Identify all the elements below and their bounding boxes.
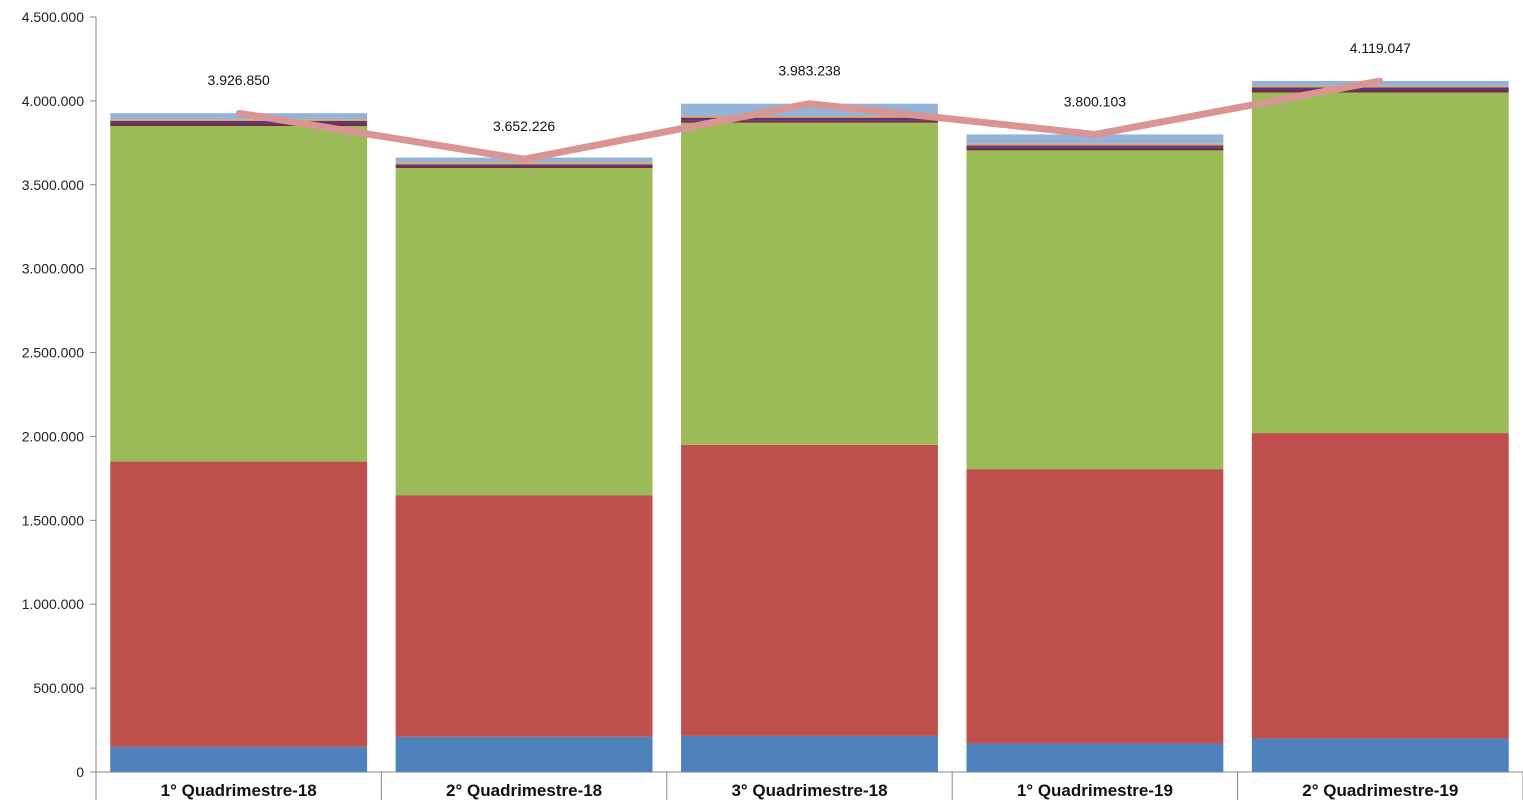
bar-segment xyxy=(110,121,368,124)
bar-segment xyxy=(966,143,1224,146)
total-line-point xyxy=(806,100,813,107)
bar-segment xyxy=(966,469,1224,744)
bar-segment xyxy=(1251,89,1509,93)
total-data-label: 4.119.047 xyxy=(1350,40,1411,56)
bar-segment xyxy=(966,145,1224,148)
bar-segment xyxy=(966,150,1224,470)
bar-segment xyxy=(395,168,653,496)
x-tick-label: 2° Quadrimestre-18 xyxy=(446,781,602,800)
total-data-label: 3.652.226 xyxy=(493,118,555,134)
x-tick-label: 3° Quadrimestre-18 xyxy=(731,781,887,800)
bar-segment xyxy=(1251,87,1509,90)
bar-segment xyxy=(966,147,1224,151)
bar-segment xyxy=(110,123,368,127)
y-tick-label: 1.000.000 xyxy=(22,596,84,612)
bar-segment xyxy=(110,746,368,772)
bar-segment xyxy=(1251,92,1509,434)
bar-segment xyxy=(966,134,1224,144)
bar-segment xyxy=(681,122,938,445)
y-tick-label: 0 xyxy=(76,764,84,780)
total-line-point xyxy=(1377,77,1384,84)
bar-segment xyxy=(681,115,938,118)
bar-segment xyxy=(110,461,368,747)
total-data-label: 3.926.850 xyxy=(208,72,270,88)
y-tick-label: 500.000 xyxy=(33,680,84,696)
y-tick-label: 2.500.000 xyxy=(22,345,84,361)
bar-segment xyxy=(395,164,653,166)
bar-segment xyxy=(395,495,653,737)
bars xyxy=(110,80,1509,772)
total-line-point xyxy=(235,110,242,117)
total-line-point xyxy=(1091,131,1098,138)
y-tick-label: 4.500.000 xyxy=(22,9,84,25)
bar-segment xyxy=(1251,85,1509,88)
data-labels: 3.926.850 3.652.226 3.983.238 3.800.103 4.11… xyxy=(208,40,1412,134)
x-tick-label: 1° Quadrimestre-19 xyxy=(1017,781,1173,800)
y-tick-label: 3.500.000 xyxy=(22,177,84,193)
bar-segment xyxy=(681,735,938,772)
bar-segment xyxy=(966,743,1224,772)
total-line xyxy=(235,77,1384,163)
bar-segment xyxy=(110,119,368,122)
x-tick-label: 1° Quadrimestre-18 xyxy=(161,781,317,800)
bar-segment xyxy=(395,736,653,772)
x-tick-label: 2° Quadrimestre-19 xyxy=(1302,781,1458,800)
axes: 0 500.000 1.000.000 1.500.000 2.000.000 2.500… xyxy=(22,9,1523,800)
bar-segment xyxy=(395,165,653,168)
bar-segment xyxy=(395,162,653,165)
bar-segment xyxy=(1251,433,1509,739)
bar-segment xyxy=(681,120,938,123)
total-line-point xyxy=(521,156,528,163)
bar-segment xyxy=(681,117,938,121)
y-tick-label: 4.000.000 xyxy=(22,93,84,109)
total-data-label: 3.983.238 xyxy=(778,63,840,79)
y-tick-label: 3.000.000 xyxy=(22,261,84,277)
bar-segment xyxy=(1251,738,1509,772)
bar-segment xyxy=(110,126,368,462)
bar-segment xyxy=(681,444,938,736)
y-tick-label: 2.000.000 xyxy=(22,428,84,444)
total-data-label: 3.800.103 xyxy=(1064,93,1126,109)
y-tick-label: 1.500.000 xyxy=(22,512,84,528)
